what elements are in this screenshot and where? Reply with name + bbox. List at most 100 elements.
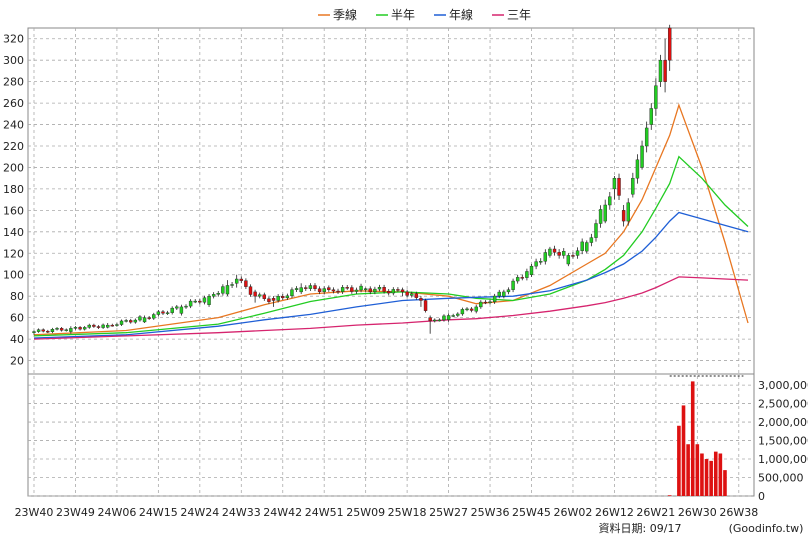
ma-line-0 <box>33 103 749 336</box>
candle-body <box>396 289 400 291</box>
volume-bar <box>709 460 713 496</box>
candle-body <box>451 315 455 317</box>
candle-body <box>543 252 548 262</box>
candle-body <box>36 329 41 332</box>
candle-body <box>69 328 73 332</box>
candle-body <box>562 251 566 256</box>
moving-average-lines <box>33 103 749 340</box>
candle-body <box>308 285 313 289</box>
candle-body <box>138 316 142 321</box>
y-tick-label-11: 240 <box>3 119 24 132</box>
candle-body <box>147 317 151 319</box>
candle-body <box>188 300 193 307</box>
y-tick-label-6: 140 <box>3 226 24 239</box>
volume-bar <box>667 495 672 496</box>
volume-bar <box>713 451 718 496</box>
x-tick-label-16: 26W30 <box>678 506 717 519</box>
candle-body <box>423 300 428 311</box>
candle-body <box>626 202 630 222</box>
candle-body <box>474 306 478 312</box>
candle-body <box>428 317 432 322</box>
volume-bar <box>723 470 727 496</box>
ma-line-2 <box>33 211 749 339</box>
x-tick-label-3: 24W15 <box>139 506 178 519</box>
candle-body <box>608 196 612 206</box>
candle-body <box>377 287 382 290</box>
candle-body <box>644 127 649 147</box>
candle-body <box>184 305 188 308</box>
candle-body <box>82 327 87 330</box>
x-tick-label-5: 24W33 <box>222 506 261 519</box>
candle-body <box>663 59 667 82</box>
candle-body <box>345 287 349 289</box>
candle-body <box>327 287 331 290</box>
candle-body <box>552 248 557 253</box>
candle-body <box>32 331 36 333</box>
volume-bar <box>677 425 681 496</box>
x-axis: 23W40 23W49 24W06 24W15 24W24 24W33 24W42 24W51… <box>15 506 759 519</box>
vol-tick-label-6: 3,000,000 <box>758 379 808 392</box>
candle-body <box>322 288 326 292</box>
candle-body <box>483 301 488 304</box>
x-tick-label-7: 24W51 <box>305 506 344 519</box>
candle-body <box>649 108 653 125</box>
candle-body <box>382 287 386 292</box>
x-tick-label-9: 25W18 <box>388 506 427 519</box>
candle-body <box>635 159 640 179</box>
candle-body <box>133 319 138 323</box>
candle-body <box>373 288 377 293</box>
y-axis: 20 40 60 80 100 120 140 160 180 200 220 240 260 280 30… <box>3 33 24 368</box>
candle-body <box>152 314 156 319</box>
candle-body <box>534 261 538 267</box>
y-tick-label-15: 320 <box>3 33 24 46</box>
candle-body <box>598 209 603 224</box>
candle-body <box>410 293 414 296</box>
ma-line-1 <box>33 155 749 337</box>
candle-body <box>175 306 179 309</box>
x-tick-label-1: 23W49 <box>56 506 95 519</box>
legend-label-1: 半年 <box>391 8 415 22</box>
candle-body <box>239 278 243 281</box>
candle-body <box>230 284 234 286</box>
y-tick-label-2: 60 <box>10 312 24 325</box>
candle-body <box>73 327 78 329</box>
y-tick-label-3: 80 <box>10 290 24 303</box>
candle-body <box>225 285 230 295</box>
candle-body <box>506 289 511 293</box>
candle-body <box>294 288 299 290</box>
y-tick-label-0: 20 <box>10 355 24 368</box>
candle-body <box>110 324 115 327</box>
volume-bar <box>686 444 690 496</box>
candle-body <box>119 320 124 325</box>
candle-body <box>603 204 607 222</box>
x-tick-label-0: 23W40 <box>15 506 54 519</box>
candle-body <box>165 312 170 314</box>
candle-body <box>271 298 276 301</box>
candle-body <box>469 308 474 311</box>
candle-body <box>437 319 442 322</box>
candle-body <box>400 289 405 293</box>
vol-tick-label-4: 2,000,000 <box>758 416 808 429</box>
candle-body <box>129 320 133 323</box>
candle-body <box>59 328 64 331</box>
candle-body <box>433 319 437 322</box>
candle-body <box>456 313 460 316</box>
candle-body <box>529 265 534 275</box>
x-tick-label-15: 26W21 <box>636 506 675 519</box>
candle-body <box>336 290 340 293</box>
candle-body <box>525 271 529 278</box>
volume-bar <box>681 405 686 496</box>
candle-body <box>170 307 174 313</box>
candle-body <box>442 315 446 321</box>
volume-bar <box>690 381 695 496</box>
candle-body <box>262 294 267 299</box>
candle-body <box>580 241 584 251</box>
candle-body <box>654 85 658 109</box>
y-tick-label-9: 200 <box>3 161 24 174</box>
candle-body <box>313 285 317 289</box>
candle-body <box>354 289 359 292</box>
x-tick-label-4: 24W24 <box>180 506 219 519</box>
volume-bars <box>667 375 744 496</box>
volume-bar <box>700 453 704 496</box>
candle-body <box>566 255 571 265</box>
